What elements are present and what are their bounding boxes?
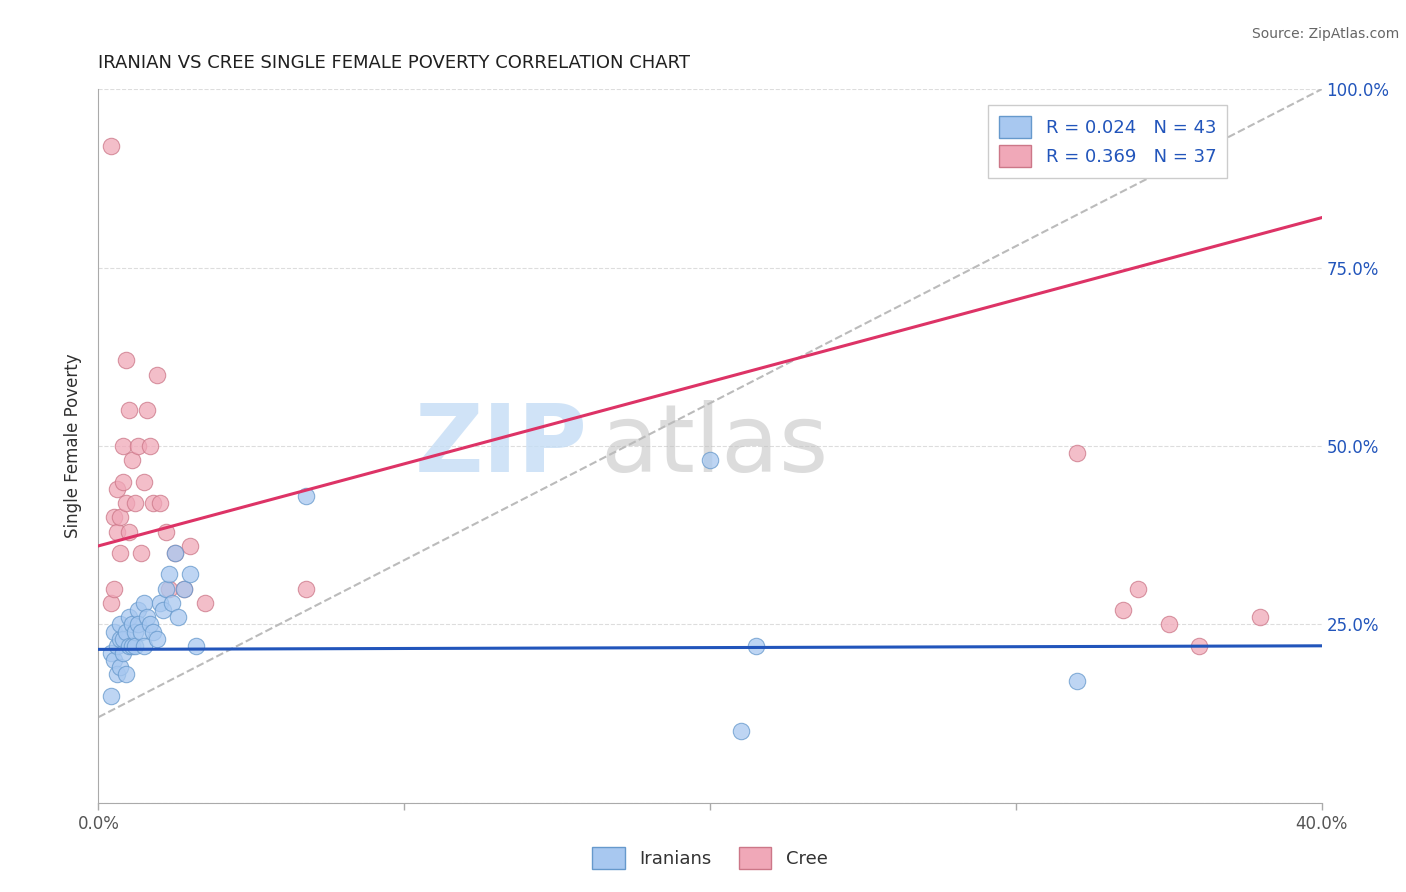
Point [295, 582, 318, 596]
Point [145, 632, 167, 646]
Point [173, 582, 195, 596]
Point [1249, 610, 1271, 624]
Point [115, 496, 138, 510]
Point [105, 482, 128, 496]
Point [111, 439, 134, 453]
Point [139, 439, 162, 453]
Point [105, 639, 128, 653]
Point [121, 639, 143, 653]
Point [118, 610, 141, 624]
Point [127, 603, 149, 617]
Point [100, 139, 122, 153]
Point [139, 617, 162, 632]
Point [134, 596, 156, 610]
Point [124, 496, 146, 510]
Point [745, 639, 768, 653]
Point [100, 646, 122, 660]
Point [186, 639, 208, 653]
Point [127, 617, 149, 632]
Point [163, 546, 186, 560]
Point [699, 453, 721, 467]
Point [105, 667, 128, 681]
Point [152, 603, 174, 617]
Point [157, 582, 180, 596]
Point [118, 639, 141, 653]
Point [115, 667, 138, 681]
Point [194, 596, 217, 610]
Point [179, 539, 201, 553]
Point [295, 489, 318, 503]
Text: IRANIAN VS CREE SINGLE FEMALE POVERTY CORRELATION CHART: IRANIAN VS CREE SINGLE FEMALE POVERTY CO… [98, 54, 690, 72]
Point [127, 439, 149, 453]
Point [1188, 639, 1211, 653]
Point [111, 475, 134, 489]
Point [108, 617, 131, 632]
Point [108, 660, 131, 674]
Point [103, 510, 125, 524]
Text: atlas: atlas [600, 400, 828, 492]
Point [157, 567, 180, 582]
Point [163, 546, 186, 560]
Point [142, 496, 165, 510]
Legend: Iranians, Cree: Iranians, Cree [585, 839, 835, 876]
Point [136, 403, 159, 417]
Point [142, 624, 165, 639]
Point [108, 546, 131, 560]
Text: Source: ZipAtlas.com: Source: ZipAtlas.com [1251, 27, 1399, 41]
Point [149, 596, 172, 610]
Point [155, 582, 177, 596]
Point [111, 632, 134, 646]
Point [1157, 617, 1180, 632]
Point [100, 689, 122, 703]
Point [124, 639, 146, 653]
Point [173, 582, 195, 596]
Point [155, 524, 177, 539]
Point [118, 524, 141, 539]
Point [167, 610, 190, 624]
Point [1066, 446, 1088, 460]
Point [1112, 603, 1135, 617]
Point [100, 596, 122, 610]
Y-axis label: Single Female Poverty: Single Female Poverty [65, 354, 83, 538]
Point [105, 524, 128, 539]
Point [145, 368, 167, 382]
Point [179, 567, 201, 582]
Point [103, 624, 125, 639]
Point [111, 646, 134, 660]
Point [121, 617, 143, 632]
Point [149, 496, 172, 510]
Point [103, 582, 125, 596]
Point [129, 624, 152, 639]
Point [103, 653, 125, 667]
Point [134, 475, 156, 489]
Point [121, 453, 143, 467]
Point [160, 596, 183, 610]
Point [1128, 582, 1150, 596]
Point [136, 610, 159, 624]
Point [134, 639, 156, 653]
Point [115, 624, 138, 639]
Text: ZIP: ZIP [415, 400, 588, 492]
Point [129, 546, 152, 560]
Point [124, 624, 146, 639]
Point [108, 632, 131, 646]
Point [730, 724, 752, 739]
Point [1066, 674, 1088, 689]
Point [115, 353, 138, 368]
Point [108, 510, 131, 524]
Point [118, 403, 141, 417]
